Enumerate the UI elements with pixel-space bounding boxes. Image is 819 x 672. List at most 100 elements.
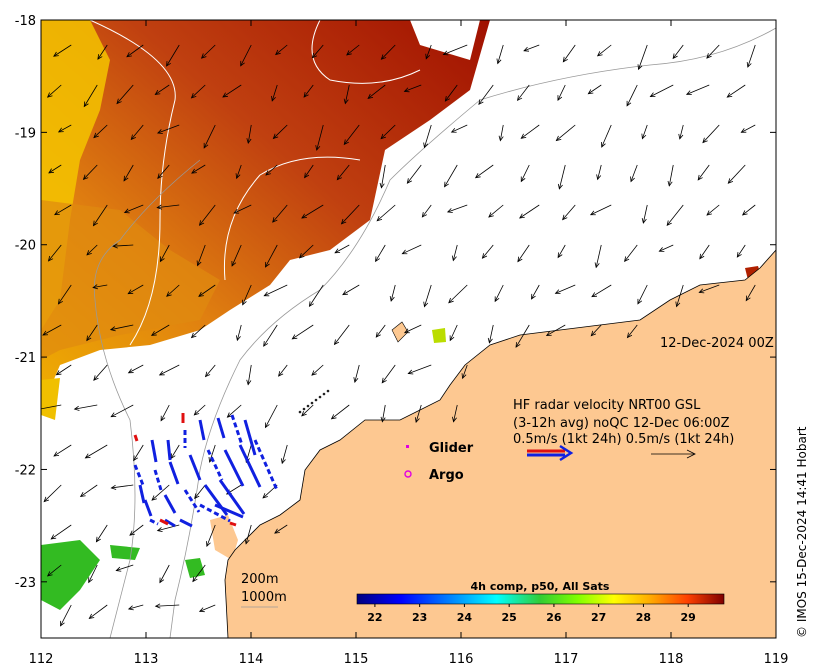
current-arrow (336, 164, 350, 180)
current-arrow (74, 404, 98, 410)
y-tick-label: -22 (15, 463, 36, 478)
current-arrow-head (235, 335, 241, 342)
current-arrow-head (50, 534, 57, 540)
current-arrow (201, 44, 216, 59)
current-arrow-head (727, 178, 734, 184)
current-arrow-head (54, 210, 60, 216)
current-arrow (199, 204, 216, 226)
current-arrow (699, 284, 720, 293)
current-arrow (747, 44, 756, 68)
current-arrow-head (194, 493, 200, 500)
current-arrow-head (376, 215, 383, 222)
current-arrow-head (190, 332, 197, 339)
current-arrow-head (36, 407, 41, 411)
current-arrow (88, 564, 98, 583)
current-arrow (96, 524, 108, 542)
current-arrow-head (554, 289, 561, 295)
current-arrow-head (346, 50, 352, 56)
current-arrow-head (53, 51, 59, 57)
radar-vector-red (159, 518, 169, 526)
radar-vector (149, 518, 159, 526)
current-arrow-head (191, 168, 197, 174)
current-arrow-head (403, 328, 410, 334)
current-arrow-head (478, 99, 484, 106)
current-arrow-head (672, 53, 678, 60)
current-arrow-head (93, 375, 99, 381)
colorbar-tick-label: 28 (636, 611, 651, 624)
x-tick-label: 119 (764, 652, 789, 667)
current-arrow (273, 124, 288, 139)
current-arrow-head (624, 256, 630, 263)
current-arrow (53, 44, 72, 57)
current-arrow-head (446, 208, 453, 213)
current-arrow (83, 164, 98, 180)
current-arrow-head (641, 133, 647, 140)
colorbar-title: 4h comp, p50, All Sats (471, 580, 610, 593)
current-arrow (451, 124, 468, 133)
radar-vector (198, 419, 206, 441)
current-arrow-head (115, 566, 122, 572)
x-tick-label: 113 (134, 652, 159, 667)
current-arrow-head (641, 218, 647, 224)
current-arrow (742, 204, 756, 216)
current-arrow (415, 404, 422, 423)
current-arrow-head (746, 62, 752, 68)
current-arrow (425, 44, 432, 59)
current-arrow-head (515, 342, 521, 348)
radar-vector (150, 439, 158, 463)
current-arrow (624, 244, 638, 262)
current-arrow (157, 124, 180, 134)
current-arrow-head (685, 90, 692, 96)
current-arrow (160, 244, 170, 262)
current-arrow-head (523, 46, 530, 52)
x-axis: 112 113 114 115 116 117 118 119 (29, 20, 789, 667)
current-arrow (449, 324, 458, 341)
current-arrow (292, 324, 314, 340)
current-arrow-head (517, 256, 523, 263)
current-arrow-head (203, 142, 209, 149)
current-arrow (159, 564, 170, 583)
current-arrow-head (110, 484, 117, 490)
glider-legend-marker (406, 445, 409, 448)
current-arrow (588, 84, 602, 95)
current-arrow-head (562, 56, 568, 63)
current-arrow-head (246, 138, 252, 144)
x-tick-label: 112 (29, 652, 54, 667)
current-arrow-head (343, 98, 349, 105)
current-arrow-head (451, 416, 457, 423)
current-arrow-head (127, 289, 134, 295)
current-arrow-head (403, 87, 410, 93)
current-arrow-head (649, 92, 656, 98)
x-tick-label: 118 (659, 652, 684, 667)
current-arrow (519, 204, 540, 219)
radar-vector (133, 464, 145, 486)
current-arrow (346, 44, 360, 56)
current-arrow (380, 124, 396, 139)
current-arrow (562, 204, 576, 220)
current-arrow (274, 524, 288, 534)
current-arrow-head (545, 331, 552, 337)
current-arrow-head (531, 293, 536, 300)
y-tick-label: -19 (15, 126, 36, 141)
current-arrow-head (129, 530, 135, 536)
current-arrow (130, 124, 144, 140)
current-arrow-head (160, 415, 166, 422)
current-arrow (590, 204, 612, 216)
current-arrow-head (156, 204, 163, 210)
current-arrow-head (740, 128, 747, 133)
current-arrow-head (46, 92, 53, 98)
radar-vector (216, 417, 226, 439)
current-arrow-head (315, 145, 321, 151)
current-arrow-head (116, 98, 122, 105)
current-arrow (155, 604, 180, 607)
current-arrow-head (151, 495, 157, 501)
current-arrow (56, 364, 72, 376)
colorbar-tick-label: 24 (457, 611, 473, 624)
current-arrow (679, 124, 684, 139)
current-arrow (303, 84, 314, 98)
current-arrow (157, 164, 170, 179)
radar-vector-red (229, 521, 237, 527)
current-arrow (198, 284, 216, 297)
current-arrow (191, 164, 206, 174)
current-arrow (706, 44, 720, 59)
